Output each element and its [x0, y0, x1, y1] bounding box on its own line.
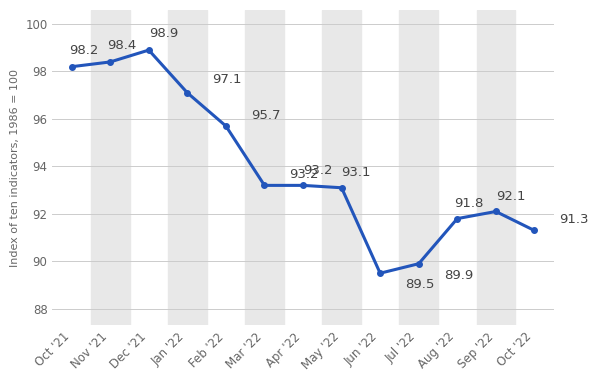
Text: 93.2: 93.2 — [303, 164, 332, 177]
Bar — [91, 10, 130, 325]
Bar — [322, 10, 361, 325]
Text: 91.8: 91.8 — [454, 197, 484, 210]
Bar — [168, 10, 206, 325]
Text: 95.7: 95.7 — [251, 109, 280, 122]
Text: 93.2: 93.2 — [289, 168, 319, 181]
Bar — [476, 10, 515, 325]
Text: 89.9: 89.9 — [444, 269, 473, 282]
Text: 93.1: 93.1 — [341, 167, 371, 180]
Text: 89.5: 89.5 — [405, 278, 434, 291]
Bar — [400, 10, 438, 325]
Text: 92.1: 92.1 — [496, 190, 526, 203]
Text: 98.9: 98.9 — [149, 28, 178, 40]
Bar — [245, 10, 284, 325]
Text: 91.3: 91.3 — [559, 213, 589, 226]
Y-axis label: Index of ten indicators, 1986 = 100: Index of ten indicators, 1986 = 100 — [10, 69, 20, 267]
Text: 98.2: 98.2 — [69, 44, 98, 57]
Text: 97.1: 97.1 — [212, 73, 242, 86]
Text: 98.4: 98.4 — [107, 39, 137, 52]
